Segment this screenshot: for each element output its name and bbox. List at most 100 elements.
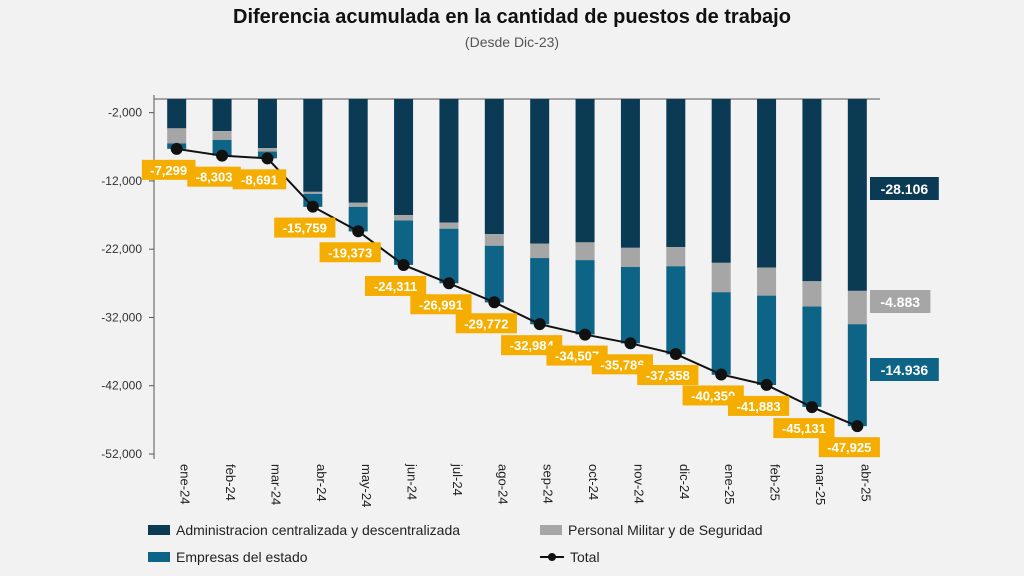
x-tick-label: ene-24: [178, 464, 193, 504]
total-label-box: [818, 437, 880, 458]
x-tick-label: oct-24: [586, 464, 601, 500]
bar-militar: [711, 262, 731, 293]
legend-swatch-admin: [148, 525, 170, 535]
total-point: [579, 328, 592, 341]
y-tick-label: -32,000: [101, 310, 142, 324]
bar-militar: [530, 243, 550, 259]
bar-militar: [348, 202, 368, 207]
x-tick-label: ago-24: [495, 464, 510, 504]
y-tick-label: -42,000: [101, 379, 142, 393]
legend-swatch-total: [540, 552, 564, 562]
end-label-militar: -4.883: [880, 294, 920, 310]
x-tick-label: ene-25: [722, 464, 737, 504]
total-point: [805, 401, 818, 414]
legend-label-empresas: Empresas del estado: [176, 549, 308, 565]
x-tick-label: may-24: [359, 464, 374, 507]
total-label-box: [187, 166, 241, 187]
legend-item-admin: Administracion centralizada y descentral…: [148, 522, 460, 538]
bar-empresas: [757, 295, 777, 386]
total-label-box: [637, 365, 699, 386]
bar-admin: [348, 99, 368, 203]
total-data-label: -8,691: [241, 172, 278, 187]
total-data-label: -41,883: [737, 399, 781, 414]
bar-militar: [847, 290, 867, 325]
y-tick-label: -12,000: [101, 174, 142, 188]
total-point: [488, 296, 501, 309]
bar-admin: [530, 99, 550, 244]
total-data-label: -37,358: [646, 368, 690, 383]
total-data-label: -35,786: [600, 357, 644, 372]
total-label-box: [364, 275, 427, 296]
chart-subtitle: (Desde Dic-23): [464, 34, 560, 50]
bar-empresas: [802, 306, 822, 407]
legend-swatch-militar: [540, 525, 562, 535]
legend-swatch-empresas: [148, 552, 170, 562]
total-point: [442, 277, 455, 290]
total-point: [851, 420, 864, 433]
end-label-box-empresas: [870, 358, 939, 381]
total-data-label: -24,311: [374, 279, 417, 294]
chart-title: Diferencia acumulada en la cantidad de p…: [233, 6, 791, 28]
bar-empresas: [484, 245, 504, 303]
total-point: [715, 368, 728, 381]
x-tick-label: mar-25: [813, 464, 828, 505]
total-data-label: -32,984: [510, 338, 555, 353]
total-data-label: -45,131: [782, 421, 826, 436]
legend-label-admin: Administracion centralizada y descentral…: [176, 522, 461, 538]
x-tick-label: feb-25: [768, 464, 783, 501]
bar-militar: [212, 131, 232, 140]
x-tick-label: feb-24: [223, 464, 238, 501]
legend-label-militar: Personal Militar y de Seguridad: [568, 522, 763, 538]
bar-empresas: [212, 139, 232, 156]
end-label-box-militar: [870, 290, 931, 313]
bar-admin: [257, 99, 277, 149]
bar-empresas: [711, 292, 731, 375]
legend-item-total: Total: [540, 549, 600, 565]
total-data-label: -34,507: [555, 349, 599, 364]
bar-militar: [167, 128, 187, 144]
total-label-box: [141, 159, 196, 180]
legend-item-militar: Personal Militar y de Seguridad: [540, 522, 763, 538]
bar-empresas: [666, 266, 686, 355]
bar-militar: [802, 281, 822, 307]
bar-militar: [394, 215, 414, 221]
bar-militar: [575, 242, 595, 261]
bar-admin: [666, 99, 686, 248]
x-tick-label: nov-24: [631, 464, 646, 504]
x-tick-label: abr-25: [858, 464, 873, 502]
bar-admin: [711, 99, 731, 263]
total-point: [352, 225, 365, 238]
total-label-box: [410, 294, 472, 315]
bar-admin: [575, 99, 595, 243]
legend-item-empresas: Empresas del estado: [148, 549, 308, 565]
total-point: [624, 337, 637, 350]
total-data-label: -40,350: [691, 388, 735, 403]
bar-admin: [212, 99, 232, 132]
total-label-box: [773, 418, 835, 439]
total-data-label: -8,303: [196, 170, 233, 185]
total-point: [261, 152, 274, 165]
total-point: [306, 200, 319, 213]
end-label-empresas: -14.936: [881, 362, 929, 378]
bar-admin: [484, 99, 504, 235]
x-tick-label: dic-24: [677, 464, 692, 499]
bar-empresas: [530, 258, 550, 325]
total-point: [669, 348, 682, 361]
total-point: [170, 142, 183, 155]
end-label-box-admin: [870, 177, 939, 200]
total-label-box: [274, 217, 336, 238]
x-tick-label: mar-24: [268, 464, 283, 505]
bar-empresas: [348, 206, 368, 232]
total-data-label: -26,991: [419, 297, 463, 312]
total-point: [397, 258, 410, 271]
bar-admin: [439, 99, 459, 223]
bar-admin: [847, 99, 867, 291]
bar-empresas: [439, 228, 459, 284]
bar-militar: [666, 247, 686, 267]
total-label-box: [727, 395, 790, 416]
total-data-label: -47,925: [827, 440, 871, 455]
bar-empresas: [847, 324, 867, 427]
bar-militar: [620, 247, 640, 267]
bar-admin: [757, 99, 777, 268]
